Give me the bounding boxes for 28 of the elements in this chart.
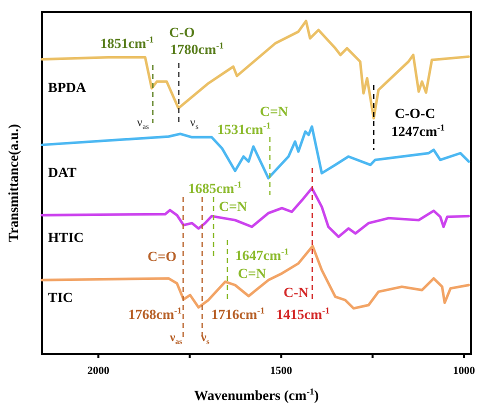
annotation: 1768cm$^{-1}$ [128, 305, 182, 323]
y-axis-title: Transmittance(a.u.) [7, 124, 22, 242]
series-label: TIC [48, 291, 73, 306]
annotation: 1647cm$^{-1}$ [235, 246, 290, 264]
series-label: DAT [48, 166, 78, 181]
annotation: 1531cm$^{-1}$ [217, 120, 272, 138]
series-label: BPDA [48, 81, 87, 96]
annotation: ν$_{s}$ [190, 115, 198, 131]
series-label: HTIC [48, 231, 84, 246]
annotation: 1415cm$^{-1}$ [276, 305, 330, 323]
x-tick-label: 2000 [87, 365, 110, 377]
x-tick-label: 1500 [270, 365, 293, 377]
annotation: ν$_{as}$ [137, 115, 149, 131]
annotation: C=N [238, 267, 266, 282]
annotation: C-N [284, 286, 308, 301]
annotation: C-O-C [394, 107, 436, 122]
x-tick-label: 1000 [453, 365, 476, 377]
annotation: C=N [218, 200, 248, 215]
annotation: 1851cm$^{-1}$ [100, 34, 154, 52]
annotation: 1685cm$^{-1}$ [188, 179, 242, 197]
annotation: C=O [148, 250, 177, 265]
annotation: 1780cm$^{-1}$ [170, 40, 224, 58]
annotation: ν$_{as}$ [168, 330, 182, 346]
annotation: C-O [169, 26, 195, 41]
x-axis-title: Wavenumbers (cm$^{-1}$) [194, 386, 320, 404]
annotation: 1716cm$^{-1}$ [211, 305, 266, 323]
annotation: 1247cm$^{-1}$ [391, 122, 446, 140]
annotation: C=N [260, 105, 288, 120]
